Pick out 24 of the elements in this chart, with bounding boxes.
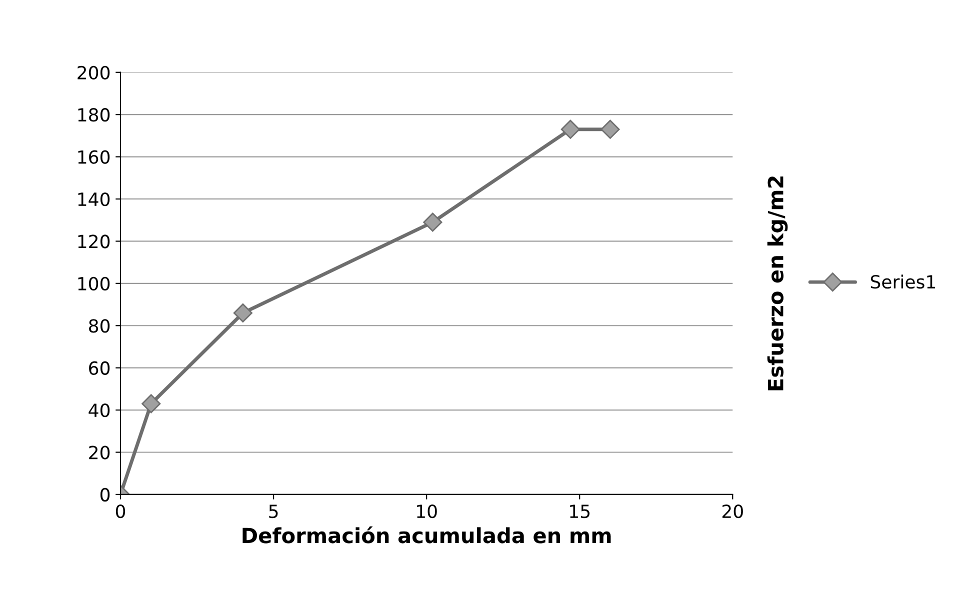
x-tick-label: 5 xyxy=(269,504,278,518)
y-axis-title: Esfuerzo en kg/m2 xyxy=(767,176,788,390)
x-axis-title: Deformación acumulada en mm xyxy=(242,526,611,544)
x-tick-label: 10 xyxy=(417,504,437,518)
legend-label: Series1 xyxy=(870,274,936,289)
x-tick-label: 20 xyxy=(722,504,743,518)
y-tick-label: 80 xyxy=(89,319,110,333)
y-tick-label: 160 xyxy=(78,150,110,164)
point xyxy=(560,120,580,139)
point xyxy=(600,120,620,139)
y-tick-label: 120 xyxy=(78,234,110,248)
y-tick-label: 100 xyxy=(78,276,110,291)
y-tick-label: 40 xyxy=(88,404,110,418)
y-tick-label: 60 xyxy=(89,361,110,375)
point xyxy=(423,212,442,232)
y-tick-label: 140 xyxy=(78,192,110,206)
point xyxy=(233,303,252,322)
y-tick-label: 180 xyxy=(78,108,110,122)
y-tick-label: 200 xyxy=(78,66,110,80)
x-tick-label: 0 xyxy=(116,504,126,518)
y-tick-label: 0 xyxy=(100,488,110,502)
y-tick-label: 20 xyxy=(89,446,110,460)
point xyxy=(142,394,161,414)
x-tick-label: 15 xyxy=(570,504,590,518)
